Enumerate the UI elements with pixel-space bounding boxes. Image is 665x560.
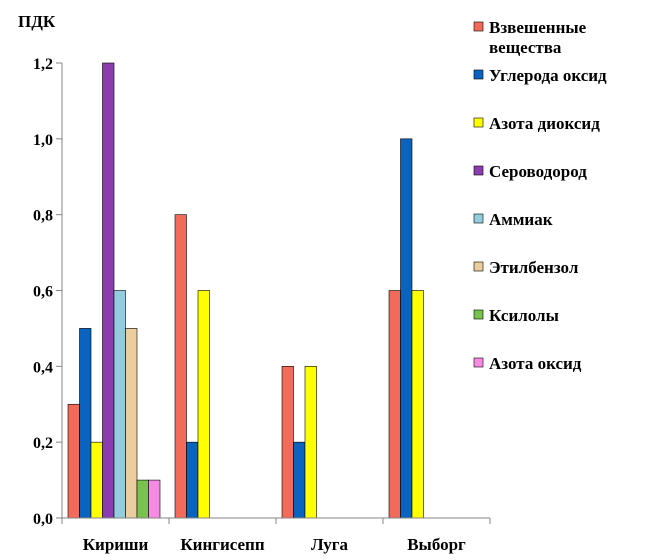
legend-item: Углерода оксид bbox=[473, 66, 607, 85]
legend-label: вещества bbox=[489, 38, 562, 57]
bar bbox=[113, 290, 126, 519]
legend-label: Азота оксид bbox=[489, 354, 582, 373]
bar bbox=[67, 403, 80, 519]
bar bbox=[125, 328, 138, 519]
x-category-label: Кириши bbox=[83, 535, 149, 554]
y-tick-label: 1,0 bbox=[33, 132, 53, 149]
legend-item: Азота диоксид bbox=[473, 114, 600, 133]
y-axis: 0,0 0,2 0,4 0,6 0,8 1,0 1,2 bbox=[33, 56, 63, 528]
bar bbox=[388, 290, 401, 519]
legend-swatch bbox=[473, 261, 484, 272]
bar bbox=[304, 366, 317, 519]
bar bbox=[102, 62, 115, 519]
legend-label: Сероводород bbox=[489, 162, 587, 181]
x-category-label: Луга bbox=[311, 535, 348, 554]
legend-item: Азота оксид bbox=[473, 354, 582, 373]
legend-label: Углерода оксид bbox=[489, 66, 607, 85]
legend-item: Аммиак bbox=[473, 210, 553, 229]
x-axis: Кириши Кингисепп Луга Выборг bbox=[61, 517, 491, 554]
bar bbox=[411, 290, 424, 519]
bar bbox=[136, 479, 149, 519]
legend-swatch bbox=[473, 309, 484, 320]
legend-label: Ксилолы bbox=[489, 306, 559, 325]
bar bbox=[174, 214, 187, 519]
legend-label: Взвешенные bbox=[489, 18, 587, 37]
y-tick-label: 0,8 bbox=[33, 208, 53, 225]
legend-item: Этилбензол bbox=[473, 258, 579, 277]
legend-swatch bbox=[473, 213, 484, 224]
bar bbox=[400, 138, 413, 519]
legend-swatch bbox=[473, 165, 484, 176]
y-tick-label: 0,4 bbox=[33, 359, 53, 376]
bar bbox=[293, 441, 306, 519]
bar bbox=[197, 290, 210, 519]
legend-label: Азота диоксид bbox=[489, 114, 600, 133]
legend-label: Аммиак bbox=[489, 210, 553, 229]
legend-swatch bbox=[473, 69, 484, 80]
legend-label: Этилбензол bbox=[489, 258, 579, 277]
y-axis-label: ПДК bbox=[18, 12, 56, 31]
y-tick-label: 0,2 bbox=[33, 435, 53, 452]
legend-swatch bbox=[473, 21, 484, 32]
bar bbox=[186, 441, 199, 519]
y-tick-label: 0,6 bbox=[33, 284, 53, 301]
bar bbox=[79, 328, 92, 519]
legend-swatch bbox=[473, 357, 484, 368]
y-tick-label: 1,2 bbox=[33, 56, 53, 73]
bar bbox=[281, 366, 294, 519]
bar bbox=[90, 441, 103, 519]
bar bbox=[148, 479, 161, 519]
x-category-label: Кингисепп bbox=[180, 535, 265, 554]
x-category-label: Выборг bbox=[407, 535, 466, 554]
bars bbox=[67, 62, 424, 519]
legend-item: Ксилолы bbox=[473, 306, 559, 325]
legend-item: Сероводород bbox=[473, 162, 587, 181]
legend-swatch bbox=[473, 117, 484, 128]
y-tick-label: 0,0 bbox=[33, 511, 53, 528]
